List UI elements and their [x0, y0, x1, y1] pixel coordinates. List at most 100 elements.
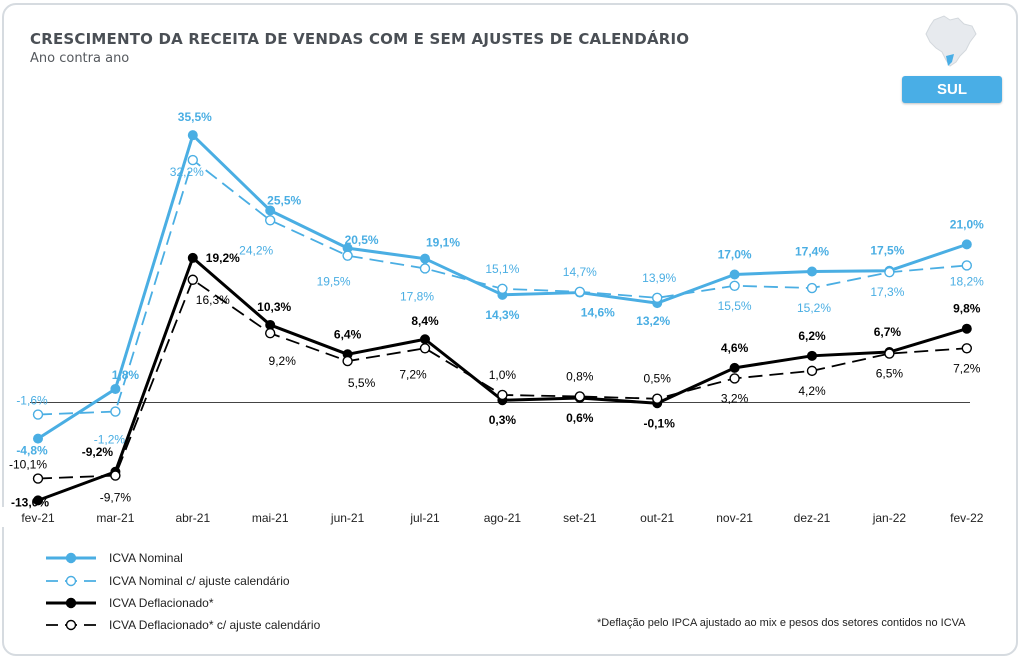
series-2-data-label: 17,8% [400, 289, 434, 303]
legend-marker-2 [65, 575, 77, 587]
series-4-point [187, 274, 199, 285]
region-badge: SUL [902, 76, 1002, 103]
series-1-point [961, 239, 972, 250]
series-2-point [574, 286, 585, 298]
series-4-point [652, 393, 663, 404]
series-3-data-label: -13,0% [11, 495, 49, 509]
series-1-data-label: 14,6% [581, 306, 615, 320]
x-tick-label: nov-21 [716, 511, 753, 525]
series-4-data-label: 1,0% [489, 368, 517, 382]
chart-card [2, 3, 1018, 656]
series-1-data-label: 17,5% [870, 244, 904, 258]
series-3-data-label: 6,2% [798, 329, 826, 343]
series-4-point [419, 343, 431, 354]
series-2-point [729, 280, 740, 291]
series-1-data-label: 1,8% [112, 368, 140, 382]
series-4-data-label: -10,1% [9, 458, 47, 472]
series-4-point [32, 473, 44, 484]
series-4-point [961, 343, 972, 354]
series-3-data-label: 9,8% [953, 302, 981, 316]
series-1-data-label: 17,0% [718, 247, 752, 261]
series-2-data-label: 19,5% [317, 275, 351, 289]
series-3-data-label: 6,7% [874, 325, 902, 339]
series-2-data-label: -1,2% [94, 433, 126, 447]
series-4-data-label: -9,7% [100, 491, 132, 505]
series-3-data-label: -0,1% [644, 416, 676, 430]
series-group [32, 130, 972, 506]
series-2-data-label: 15,2% [797, 301, 831, 315]
series-1-data-label: 25,5% [267, 193, 301, 207]
series-1-data-label: 17,4% [795, 244, 829, 258]
series-1-data-label: 13,2% [636, 314, 670, 328]
series-4-point [497, 389, 508, 401]
series-2-point [342, 250, 353, 261]
x-tick-label: out-21 [640, 511, 674, 525]
series-4-data-label: 9,2% [269, 354, 297, 368]
x-tick-label: jun-21 [330, 511, 365, 525]
series-2-data-label: 24,2% [239, 243, 273, 257]
series-3-data-label: 4,6% [721, 341, 749, 355]
series-2-point [187, 154, 199, 166]
x-tick-label: mar-21 [96, 511, 134, 525]
series-3-data-label: 6,4% [334, 327, 362, 341]
series-4-data-label: 7,2% [953, 361, 981, 375]
series-2-point [652, 292, 663, 304]
series-3-data-label: 0,6% [566, 411, 594, 425]
series-3-point [961, 323, 972, 334]
x-tick-label: abr-21 [175, 511, 210, 525]
series-1-data-label: 35,5% [178, 110, 212, 124]
footnote: *Deflação pelo IPCA ajustado ao mix e pe… [597, 617, 966, 629]
series-2-point [884, 267, 895, 278]
series-4-data-label: 4,2% [798, 384, 826, 398]
series-2-data-label: 13,9% [642, 271, 676, 285]
legend-label-3: ICVA Deflacionado* [109, 596, 214, 610]
chart-subtitle: Ano contra ano [30, 51, 130, 66]
series-4-data-label: 6,5% [876, 367, 904, 381]
series-2-data-label: 17,3% [870, 285, 904, 299]
series-2-point [419, 263, 431, 274]
x-tick-label: jul-21 [409, 511, 440, 525]
chart-title: CRESCIMENTO DA RECEITA DE VENDAS COM E S… [30, 30, 690, 48]
series-3-point [187, 252, 198, 263]
series-4-point [806, 365, 818, 377]
legend-label-1: ICVA Nominal [109, 551, 183, 565]
series-3-data-label: 10,3% [257, 300, 291, 314]
series-1-data-label: -4,8% [16, 444, 48, 458]
series-3-data-label: 19,2% [206, 251, 240, 265]
series-4-point [884, 348, 895, 359]
legend-marker-1 [65, 552, 77, 564]
series-3-point [729, 362, 740, 373]
brazil-map-icon [925, 15, 977, 67]
series-1-data-label: 21,0% [950, 217, 984, 231]
series-4-data-label: 0,5% [644, 372, 672, 386]
series-4-point [265, 328, 276, 339]
series-4-data-label: 7,2% [399, 367, 427, 381]
series-1-point [807, 266, 817, 277]
series-1-point [729, 269, 740, 280]
x-tick-label: ago-21 [484, 511, 522, 525]
x-tick-label: fev-22 [950, 511, 984, 525]
series-1-point [187, 130, 198, 141]
series-3-point [420, 334, 430, 345]
series-2-point [961, 260, 972, 271]
x-tick-label: set-21 [563, 511, 597, 525]
series-2-data-label: 15,1% [485, 262, 519, 276]
series-4-data-label: 3,2% [721, 391, 749, 405]
series-2-point [32, 409, 44, 420]
x-tick-label: fev-21 [21, 511, 55, 525]
x-tick-label: dez-21 [794, 511, 831, 525]
series-1-point [110, 383, 121, 394]
series-2-data-label: -1,6% [16, 394, 48, 408]
series-2-point [265, 215, 276, 226]
series-2-data-label: 15,5% [718, 299, 752, 313]
series-2-point [110, 406, 121, 417]
series-1-data-label: 20,5% [345, 233, 379, 247]
series-2-data-label: 14,7% [563, 265, 597, 279]
x-tick-label: mai-21 [252, 511, 289, 525]
series-2-point [497, 283, 508, 294]
legend-marker-3 [65, 597, 77, 609]
series-3-point [807, 350, 817, 361]
series-1-point [33, 433, 43, 444]
series-4-point [574, 391, 585, 402]
series-2-point [806, 282, 818, 294]
